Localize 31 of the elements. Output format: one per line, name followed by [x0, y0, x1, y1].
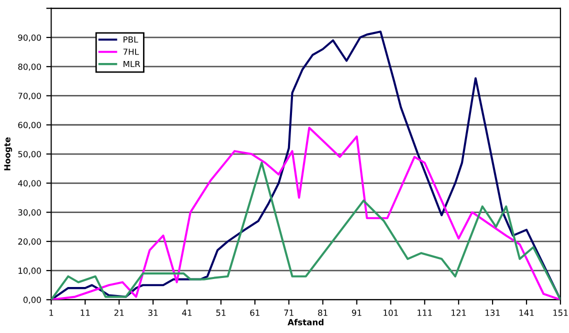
x-tick-label: 51 [216, 310, 226, 316]
x-tick-label: 71 [284, 310, 294, 316]
x-tick-label: 1 [49, 310, 54, 316]
y-tick-label: 20,00 [18, 238, 41, 246]
y-tick-label: 0,00 [23, 296, 41, 304]
y-tick-label: 40,00 [18, 180, 41, 188]
y-tick-label: 60,00 [18, 122, 41, 130]
y-tick-label: 70,00 [18, 92, 41, 100]
x-tick-label: 61 [250, 310, 260, 316]
x-tick-label: 101 [384, 310, 398, 316]
y-tick-label: 10,00 [18, 268, 41, 275]
y-tick-label: 90,00 [18, 34, 41, 42]
legend-label: 7HL [123, 48, 139, 55]
x-tick-label: 151 [553, 310, 568, 316]
legend-label: PBL [124, 36, 138, 43]
x-tick-label: 141 [519, 310, 534, 316]
x-tick-label: 131 [486, 310, 500, 316]
y-tick-label: 50,00 [18, 150, 41, 158]
x-tick-label: 41 [182, 310, 192, 316]
x-tick-label: 31 [148, 310, 158, 316]
x-tick-label: 21 [114, 310, 124, 316]
y-axis-title: Hoogte [4, 137, 12, 170]
y-tick-label: 30,00 [18, 209, 41, 216]
x-axis-title: Afstand [288, 318, 324, 326]
x-tick-label: 121 [452, 310, 466, 316]
x-tick-label: 81 [318, 310, 328, 316]
x-tick-label: 91 [352, 310, 362, 316]
legend-label: MLR [124, 60, 140, 68]
x-tick-label: 111 [418, 310, 432, 316]
y-tick-label: 80,00 [18, 64, 41, 71]
x-tick-label: 11 [80, 310, 90, 316]
